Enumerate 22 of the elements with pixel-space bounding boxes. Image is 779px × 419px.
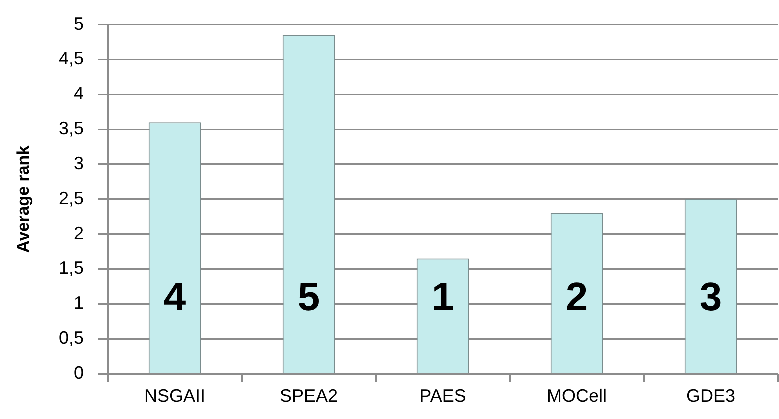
- y-tick-label: 4,5: [58, 48, 84, 69]
- y-tick-label: 2: [74, 223, 84, 244]
- annotation: 3: [700, 276, 722, 320]
- y-tick-label: 0,5: [58, 328, 84, 348]
- y-tick-label: 3,5: [58, 118, 84, 139]
- annotation: 5: [298, 276, 320, 320]
- y-tick-label: 4: [74, 84, 84, 104]
- y-axis-title: Average rank: [14, 145, 33, 253]
- y-tick-label: 5: [74, 14, 84, 34]
- annotation: 1: [432, 276, 454, 320]
- annotation: 4: [164, 276, 187, 320]
- y-tick-label: 3: [74, 153, 84, 174]
- x-tick-label: GDE3: [686, 386, 736, 406]
- y-tick-label: 0: [74, 362, 84, 383]
- x-tick-label: SPEA2: [280, 386, 338, 406]
- y-tick-label: 1: [74, 293, 84, 314]
- y-tick-label: 1,5: [58, 258, 84, 278]
- x-tick-label: PAES: [420, 386, 466, 406]
- annotation: 2: [566, 276, 588, 320]
- y-tick-label: 2,5: [58, 188, 84, 208]
- x-tick-label: MOCell: [546, 386, 608, 406]
- x-tick-label: NSGAII: [144, 386, 206, 406]
